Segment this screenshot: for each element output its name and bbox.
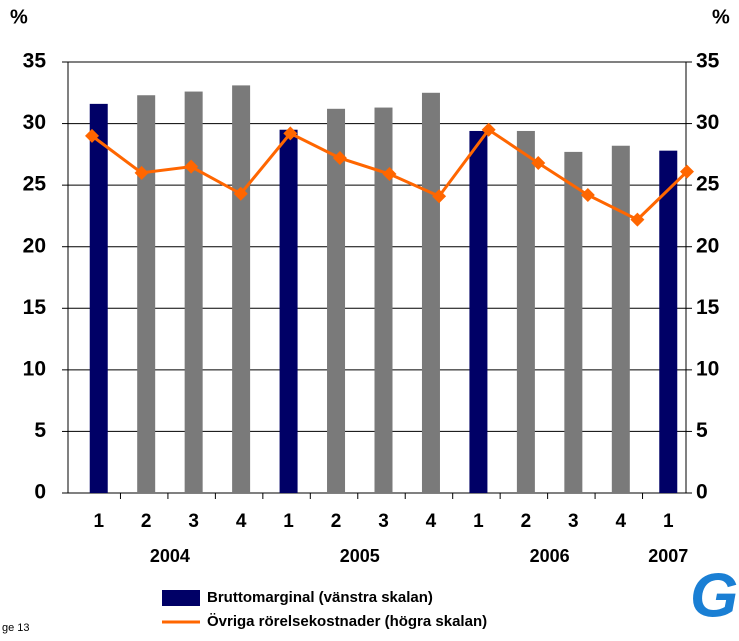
bar	[564, 151, 583, 493]
bar	[279, 129, 298, 493]
bar	[327, 108, 346, 494]
bar	[374, 107, 393, 493]
bar	[421, 92, 440, 494]
group-label: 2007	[648, 546, 688, 566]
marker	[382, 167, 397, 182]
x-tick-label: 1	[473, 511, 484, 532]
y-tick-label: 35	[23, 50, 47, 73]
y-tick-label: 15	[23, 296, 47, 319]
bar	[611, 145, 630, 494]
x-tick-label: 1	[663, 511, 674, 532]
y2-tick-label: 5	[696, 419, 708, 442]
bar	[516, 130, 535, 493]
y2-tick-label: 35	[696, 50, 720, 73]
y-tick-label: 10	[23, 357, 46, 380]
marker	[432, 189, 447, 204]
marker	[531, 155, 546, 170]
bar	[137, 95, 156, 494]
y-tick-label: 30	[23, 111, 46, 134]
footer: ge 13	[2, 622, 30, 634]
marker	[481, 122, 496, 137]
logo: G	[690, 561, 738, 630]
marker	[134, 165, 149, 180]
bar	[232, 85, 251, 493]
marker	[184, 159, 199, 174]
marker	[332, 151, 347, 166]
x-tick-label: 4	[236, 511, 247, 532]
marker	[630, 212, 645, 227]
group-label: 2004	[150, 546, 190, 566]
marker	[283, 126, 298, 141]
y2-tick-label: 0	[696, 481, 708, 504]
y2-tick-label: 20	[696, 234, 719, 257]
x-tick-label: 1	[283, 511, 294, 532]
bar	[659, 150, 678, 494]
x-tick-label: 1	[93, 511, 104, 532]
y-unit: %	[10, 6, 28, 28]
marker	[580, 187, 595, 202]
y2-tick-label: 10	[696, 357, 719, 380]
y2-unit: %	[712, 6, 730, 28]
marker	[680, 164, 694, 179]
marker	[233, 186, 248, 201]
x-tick-label: 2	[141, 511, 152, 532]
x-tick-label: 2	[521, 511, 532, 532]
y2-tick-label: 30	[696, 111, 719, 134]
legend-label: Bruttomarginal (vänstra skalan)	[207, 589, 433, 606]
x-tick-label: 3	[568, 511, 579, 532]
y2-tick-label: 15	[696, 296, 720, 319]
x-tick-label: 4	[426, 511, 437, 532]
group-label: 2005	[340, 546, 380, 566]
x-tick-label: 2	[331, 511, 342, 532]
x-tick-label: 3	[188, 511, 199, 532]
y2-tick-label: 25	[696, 173, 720, 196]
y-tick-label: 25	[23, 173, 47, 196]
legend-label: Övriga rörelsekostnader (högra skalan)	[207, 613, 487, 630]
y-tick-label: 5	[34, 419, 46, 442]
bar	[89, 103, 108, 494]
bar	[184, 91, 203, 493]
legend-swatch	[162, 590, 200, 606]
group-label: 2006	[530, 546, 570, 566]
y-tick-label: 20	[23, 234, 46, 257]
x-tick-label: 4	[616, 511, 627, 532]
bar	[469, 130, 488, 493]
marker	[85, 128, 99, 143]
y-tick-label: 0	[34, 481, 46, 504]
x-tick-label: 3	[378, 511, 389, 532]
